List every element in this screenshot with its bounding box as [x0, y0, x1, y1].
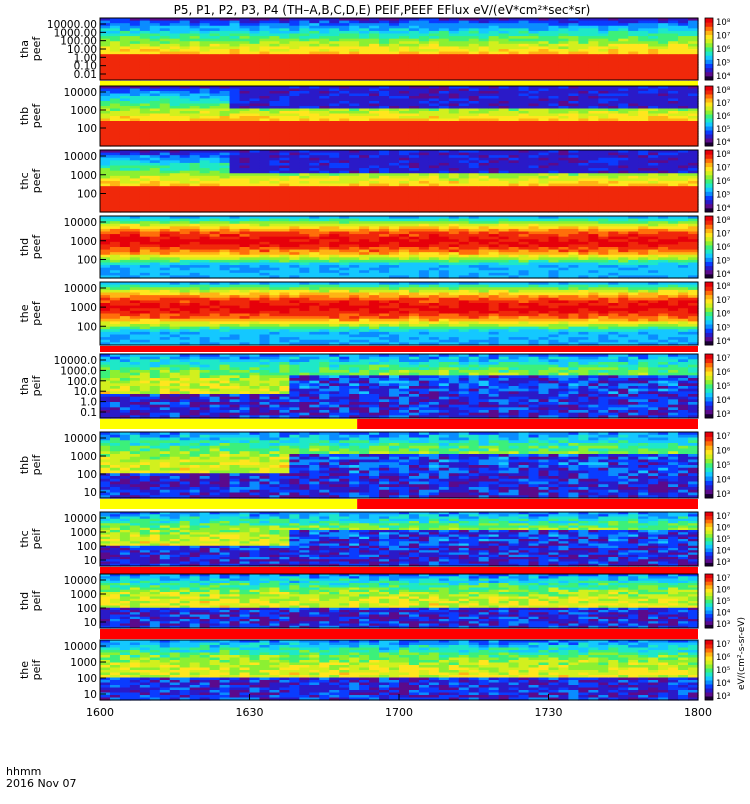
colorbar-step: [705, 171, 713, 176]
colorbar-step: [705, 114, 713, 119]
y-tick-label: 1000: [70, 105, 97, 117]
colorbar-step: [705, 63, 713, 68]
colorbar-step: [705, 43, 713, 48]
colorbar-step: [705, 154, 713, 159]
colorbar-step: [705, 200, 713, 205]
colorbar-step: [705, 167, 713, 172]
colorbar-step: [705, 162, 713, 167]
colorbar-step: [705, 195, 713, 200]
colorbar-step: [705, 204, 713, 209]
colorbar-step: [705, 22, 713, 27]
colorbar-step: [705, 26, 713, 31]
colorbar-tick-label: 10⁸: [716, 150, 731, 160]
colorbar-step: [705, 126, 713, 131]
colorbar-step: [705, 138, 713, 143]
colorbar-step: [705, 110, 713, 115]
colorbar-step: [705, 158, 713, 163]
colorbar-tick-label: 10⁴: [716, 138, 731, 148]
colorbar-step: [705, 68, 713, 73]
colorbar-step: [705, 86, 713, 91]
colorbar-tick-label: 10⁵: [716, 59, 730, 69]
colorbar-step: [705, 122, 713, 127]
colorbar-tick-label: 10⁸: [716, 86, 731, 96]
colorbar-tick-label: 10⁴: [716, 204, 731, 214]
colorbar-step: [705, 134, 713, 139]
colorbar-tick-label: 10⁵: [716, 125, 730, 135]
colorbar-step: [705, 47, 713, 52]
colorbar-step: [705, 39, 713, 44]
colorbar-tick-label: 10⁵: [716, 191, 730, 201]
colorbar-step: [705, 130, 713, 135]
colorbar-tick-label: 10⁶: [716, 112, 731, 122]
colorbar-tick-label: 10⁷: [716, 32, 731, 42]
colorbar-step: [705, 183, 713, 188]
y-tick-label: 10000: [64, 151, 97, 163]
colorbar-step: [705, 59, 713, 64]
colorbar-step: [705, 102, 713, 107]
colorbar-tick-label: 10⁷: [716, 99, 731, 109]
figure-title: P5, P1, P2, P3, P4 (TH–A,B,C,D,E) PEIF,P…: [174, 3, 591, 17]
colorbar-tick-label: 10⁶: [716, 177, 731, 187]
colorbar-tick-label: 10⁶: [716, 45, 731, 55]
panel-ylabel: peef: [30, 36, 43, 62]
colorbar-step: [705, 175, 713, 180]
panel-ylabel: peef: [30, 168, 43, 194]
colorbar-step: [705, 72, 713, 77]
colorbar-step: [705, 35, 713, 40]
panel-ylabel: peef: [30, 103, 43, 129]
colorbar-step: [705, 18, 713, 23]
y-tick-label: 1000: [70, 170, 97, 182]
y-tick-label: 0.01: [74, 69, 97, 81]
colorbar-step: [705, 191, 713, 196]
colorbar-step: [705, 30, 713, 35]
colorbar-step: [705, 150, 713, 155]
colorbar-step: [705, 94, 713, 99]
colorbar-tick-label: 10⁷: [716, 164, 731, 174]
colorbar-step: [705, 179, 713, 184]
y-tick-label: 10000: [64, 87, 97, 99]
colorbar-tick-label: 10⁴: [716, 72, 731, 82]
colorbar-step: [705, 187, 713, 192]
colorbar-step: [705, 106, 713, 111]
y-tick-label: 100: [77, 189, 97, 201]
colorbar-step: [705, 90, 713, 95]
colorbar-step: [705, 51, 713, 56]
colorbar-step: [705, 98, 713, 103]
colorbar-tick-label: 10⁸: [716, 18, 731, 28]
colorbar-step: [705, 55, 713, 60]
y-tick-label: 100: [77, 123, 97, 135]
colorbar-step: [705, 118, 713, 123]
